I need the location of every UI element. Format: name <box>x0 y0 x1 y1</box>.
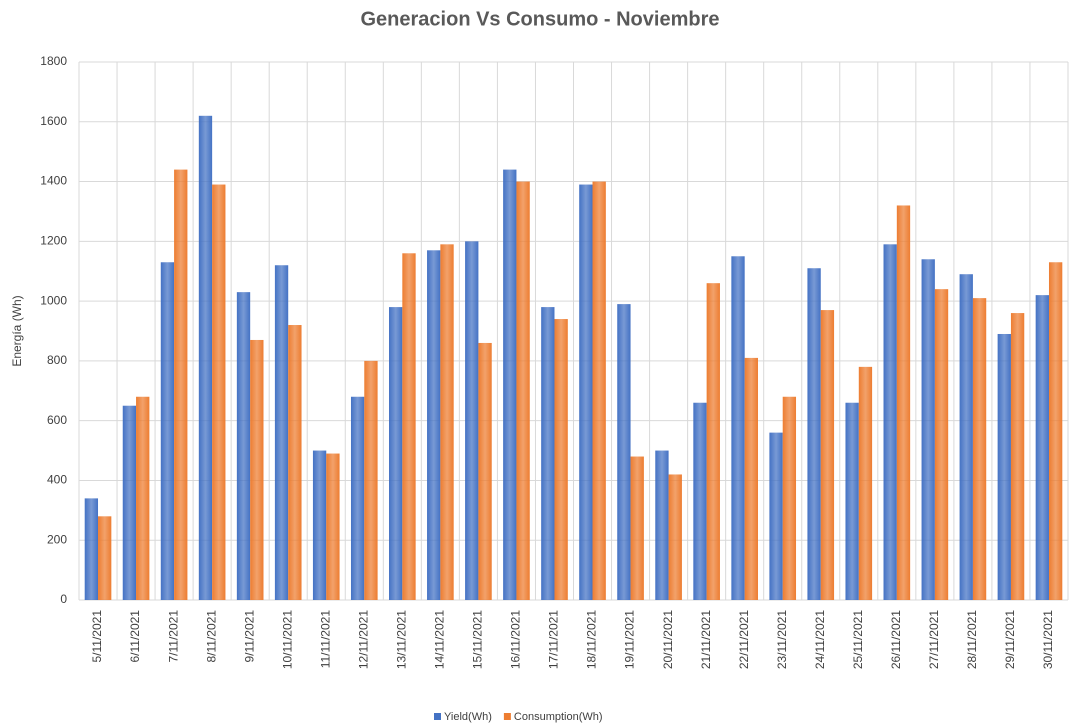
x-tick-label: 9/11/2021 <box>242 610 256 663</box>
bar <box>896 205 911 600</box>
x-tick-label: 17/11/2021 <box>547 610 561 669</box>
x-tick-label: 22/11/2021 <box>737 610 751 669</box>
x-tick-label: 19/11/2021 <box>623 610 637 669</box>
bar <box>921 259 935 600</box>
x-tick-label: 28/11/2021 <box>965 610 979 669</box>
x-tick-label: 21/11/2021 <box>699 610 713 669</box>
bar <box>288 325 302 600</box>
bar <box>516 181 530 601</box>
y-axis-label: Energía (Wh) <box>10 295 24 366</box>
legend-label: Yield(Wh) <box>444 711 492 723</box>
legend-label: Consumption(Wh) <box>514 711 603 723</box>
bar <box>326 453 340 600</box>
x-tick-label: 6/11/2021 <box>128 610 142 663</box>
bar <box>579 184 593 601</box>
bar <box>731 256 745 600</box>
bar <box>160 262 175 600</box>
bar <box>389 307 403 600</box>
bar <box>592 181 606 601</box>
bar <box>250 339 264 600</box>
bar <box>440 244 454 601</box>
x-tick-label: 29/11/2021 <box>1003 610 1017 669</box>
bar <box>554 319 568 600</box>
bar <box>617 304 631 600</box>
y-tick-label: 1200 <box>40 234 67 248</box>
bar <box>1010 313 1025 600</box>
y-tick-label: 400 <box>47 473 67 487</box>
bar <box>402 253 416 601</box>
x-tick-label: 24/11/2021 <box>813 610 827 669</box>
legend-swatch <box>503 713 511 720</box>
x-tick-label: 15/11/2021 <box>471 610 485 669</box>
y-tick-label: 0 <box>60 592 67 606</box>
bar <box>934 289 949 600</box>
bar <box>744 357 758 600</box>
bar <box>972 298 987 600</box>
x-tick-label: 20/11/2021 <box>661 610 675 669</box>
bar <box>997 333 1011 600</box>
x-tick-label: 18/11/2021 <box>585 610 599 669</box>
bar <box>350 396 365 600</box>
bar <box>706 283 720 600</box>
x-tick-label: 11/11/2021 <box>318 610 332 669</box>
bar <box>136 396 150 600</box>
bar <box>883 244 897 601</box>
bar <box>465 241 479 601</box>
bar <box>236 292 251 600</box>
x-tick-label: 25/11/2021 <box>851 610 865 669</box>
x-tick-label: 5/11/2021 <box>90 610 104 663</box>
x-tick-label: 10/11/2021 <box>280 610 294 669</box>
x-tick-label: 8/11/2021 <box>204 610 218 663</box>
x-tick-label: 27/11/2021 <box>927 610 941 669</box>
bar <box>84 498 99 600</box>
x-tick-label: 7/11/2021 <box>166 610 180 663</box>
bar <box>630 456 644 600</box>
chart-title: Generacion Vs Consumo - Noviembre <box>361 8 720 30</box>
y-tick-label: 1400 <box>40 174 67 188</box>
bar <box>693 402 707 600</box>
x-tick-label: 16/11/2021 <box>509 610 523 669</box>
bar <box>769 432 783 600</box>
bar <box>174 169 188 600</box>
x-tick-label: 26/11/2021 <box>889 610 903 669</box>
y-tick-label: 600 <box>47 413 67 427</box>
legend-swatch <box>434 713 441 720</box>
y-tick-label: 800 <box>47 353 67 367</box>
bar <box>858 366 873 600</box>
bar <box>503 169 517 600</box>
x-tick-label: 14/11/2021 <box>433 610 447 669</box>
y-tick-label: 1800 <box>40 54 67 68</box>
bar <box>959 274 973 600</box>
bar <box>212 184 226 601</box>
x-tick-label: 12/11/2021 <box>356 610 370 669</box>
bar <box>1035 295 1049 600</box>
y-tick-label: 1000 <box>40 293 67 307</box>
x-tick-label: 23/11/2021 <box>775 610 789 669</box>
bar <box>655 450 669 600</box>
bar <box>364 360 378 600</box>
bar <box>1048 262 1063 600</box>
bar <box>312 450 327 600</box>
bar <box>782 396 797 600</box>
bar <box>274 265 289 600</box>
bar <box>427 250 441 601</box>
x-tick-label: 13/11/2021 <box>394 610 408 669</box>
bar <box>198 115 213 601</box>
y-tick-label: 200 <box>47 532 67 546</box>
bar <box>820 310 835 600</box>
bar <box>478 342 492 600</box>
bar <box>122 405 137 600</box>
bar <box>807 268 821 600</box>
bar <box>845 402 859 600</box>
x-tick-label: 30/11/2021 <box>1041 610 1055 669</box>
bar <box>541 307 555 600</box>
y-tick-label: 1600 <box>40 114 67 128</box>
bar <box>98 516 112 600</box>
bar <box>668 474 682 600</box>
